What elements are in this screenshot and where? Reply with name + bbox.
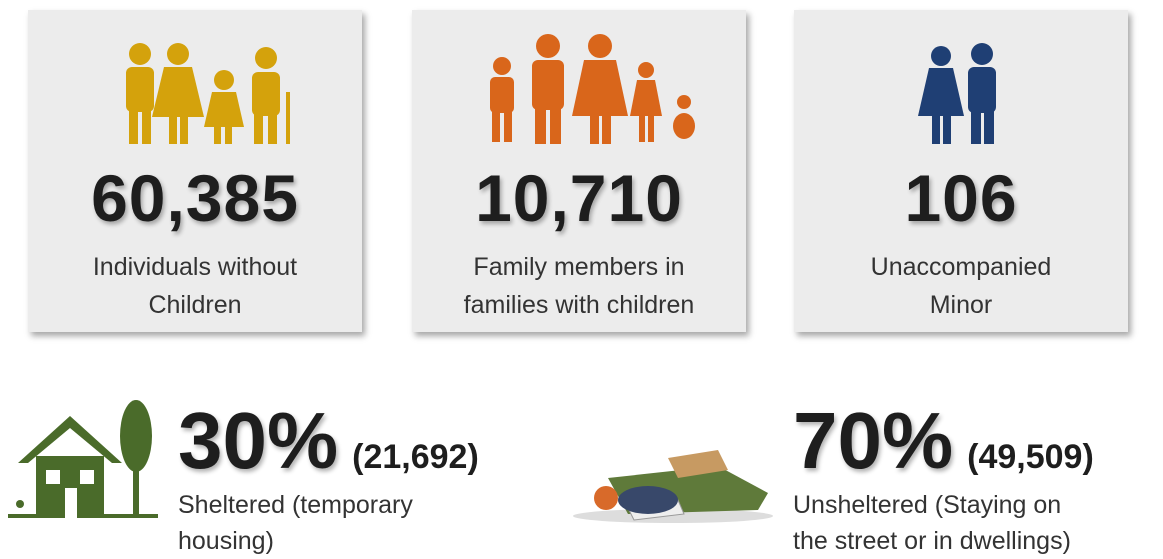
label-line: Children: [28, 286, 362, 324]
icon-minors: [794, 32, 1128, 162]
stat-count: (49,509): [967, 438, 1094, 476]
sleeper-icon: [568, 448, 778, 528]
label-line: Family members in: [412, 248, 746, 286]
label-line: Minor: [794, 286, 1128, 324]
icon-individuals: [28, 32, 362, 162]
label-line: housing): [178, 523, 479, 559]
label-line: Individuals without: [28, 248, 362, 286]
page: {"cards": [ {"number": "60,385", "label_…: [0, 0, 1163, 558]
card-number: 10,710: [412, 160, 746, 236]
house-icon: [8, 398, 158, 523]
card-number: 106: [794, 160, 1128, 236]
label-line: the street or in dwellings): [793, 523, 1094, 559]
stat-count: (21,692): [352, 438, 479, 476]
stat-percent: 30%: [178, 396, 338, 485]
label-line: Unaccompanied: [794, 248, 1128, 286]
label-line: Sheltered (temporary: [178, 487, 479, 523]
label-line: families with children: [412, 286, 746, 324]
label-line: Unsheltered (Staying on: [793, 487, 1094, 523]
card-number: 60,385: [28, 160, 362, 236]
stat-percent: 70%: [793, 396, 953, 485]
icon-families: [412, 32, 746, 162]
